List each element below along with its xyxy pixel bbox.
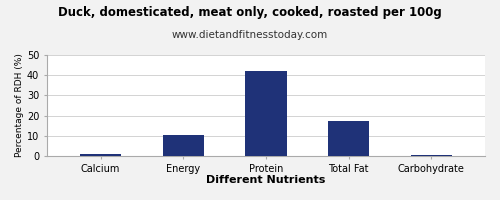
Bar xyxy=(80,154,121,156)
Text: Duck, domesticated, meat only, cooked, roasted per 100g: Duck, domesticated, meat only, cooked, r… xyxy=(58,6,442,19)
Bar xyxy=(162,135,204,156)
Y-axis label: Percentage of RDH (%): Percentage of RDH (%) xyxy=(15,54,24,157)
Bar xyxy=(245,71,286,156)
X-axis label: Different Nutrients: Different Nutrients xyxy=(206,175,326,185)
Bar xyxy=(410,155,452,156)
Bar xyxy=(328,121,369,156)
Text: www.dietandfitnesstoday.com: www.dietandfitnesstoday.com xyxy=(172,30,328,40)
